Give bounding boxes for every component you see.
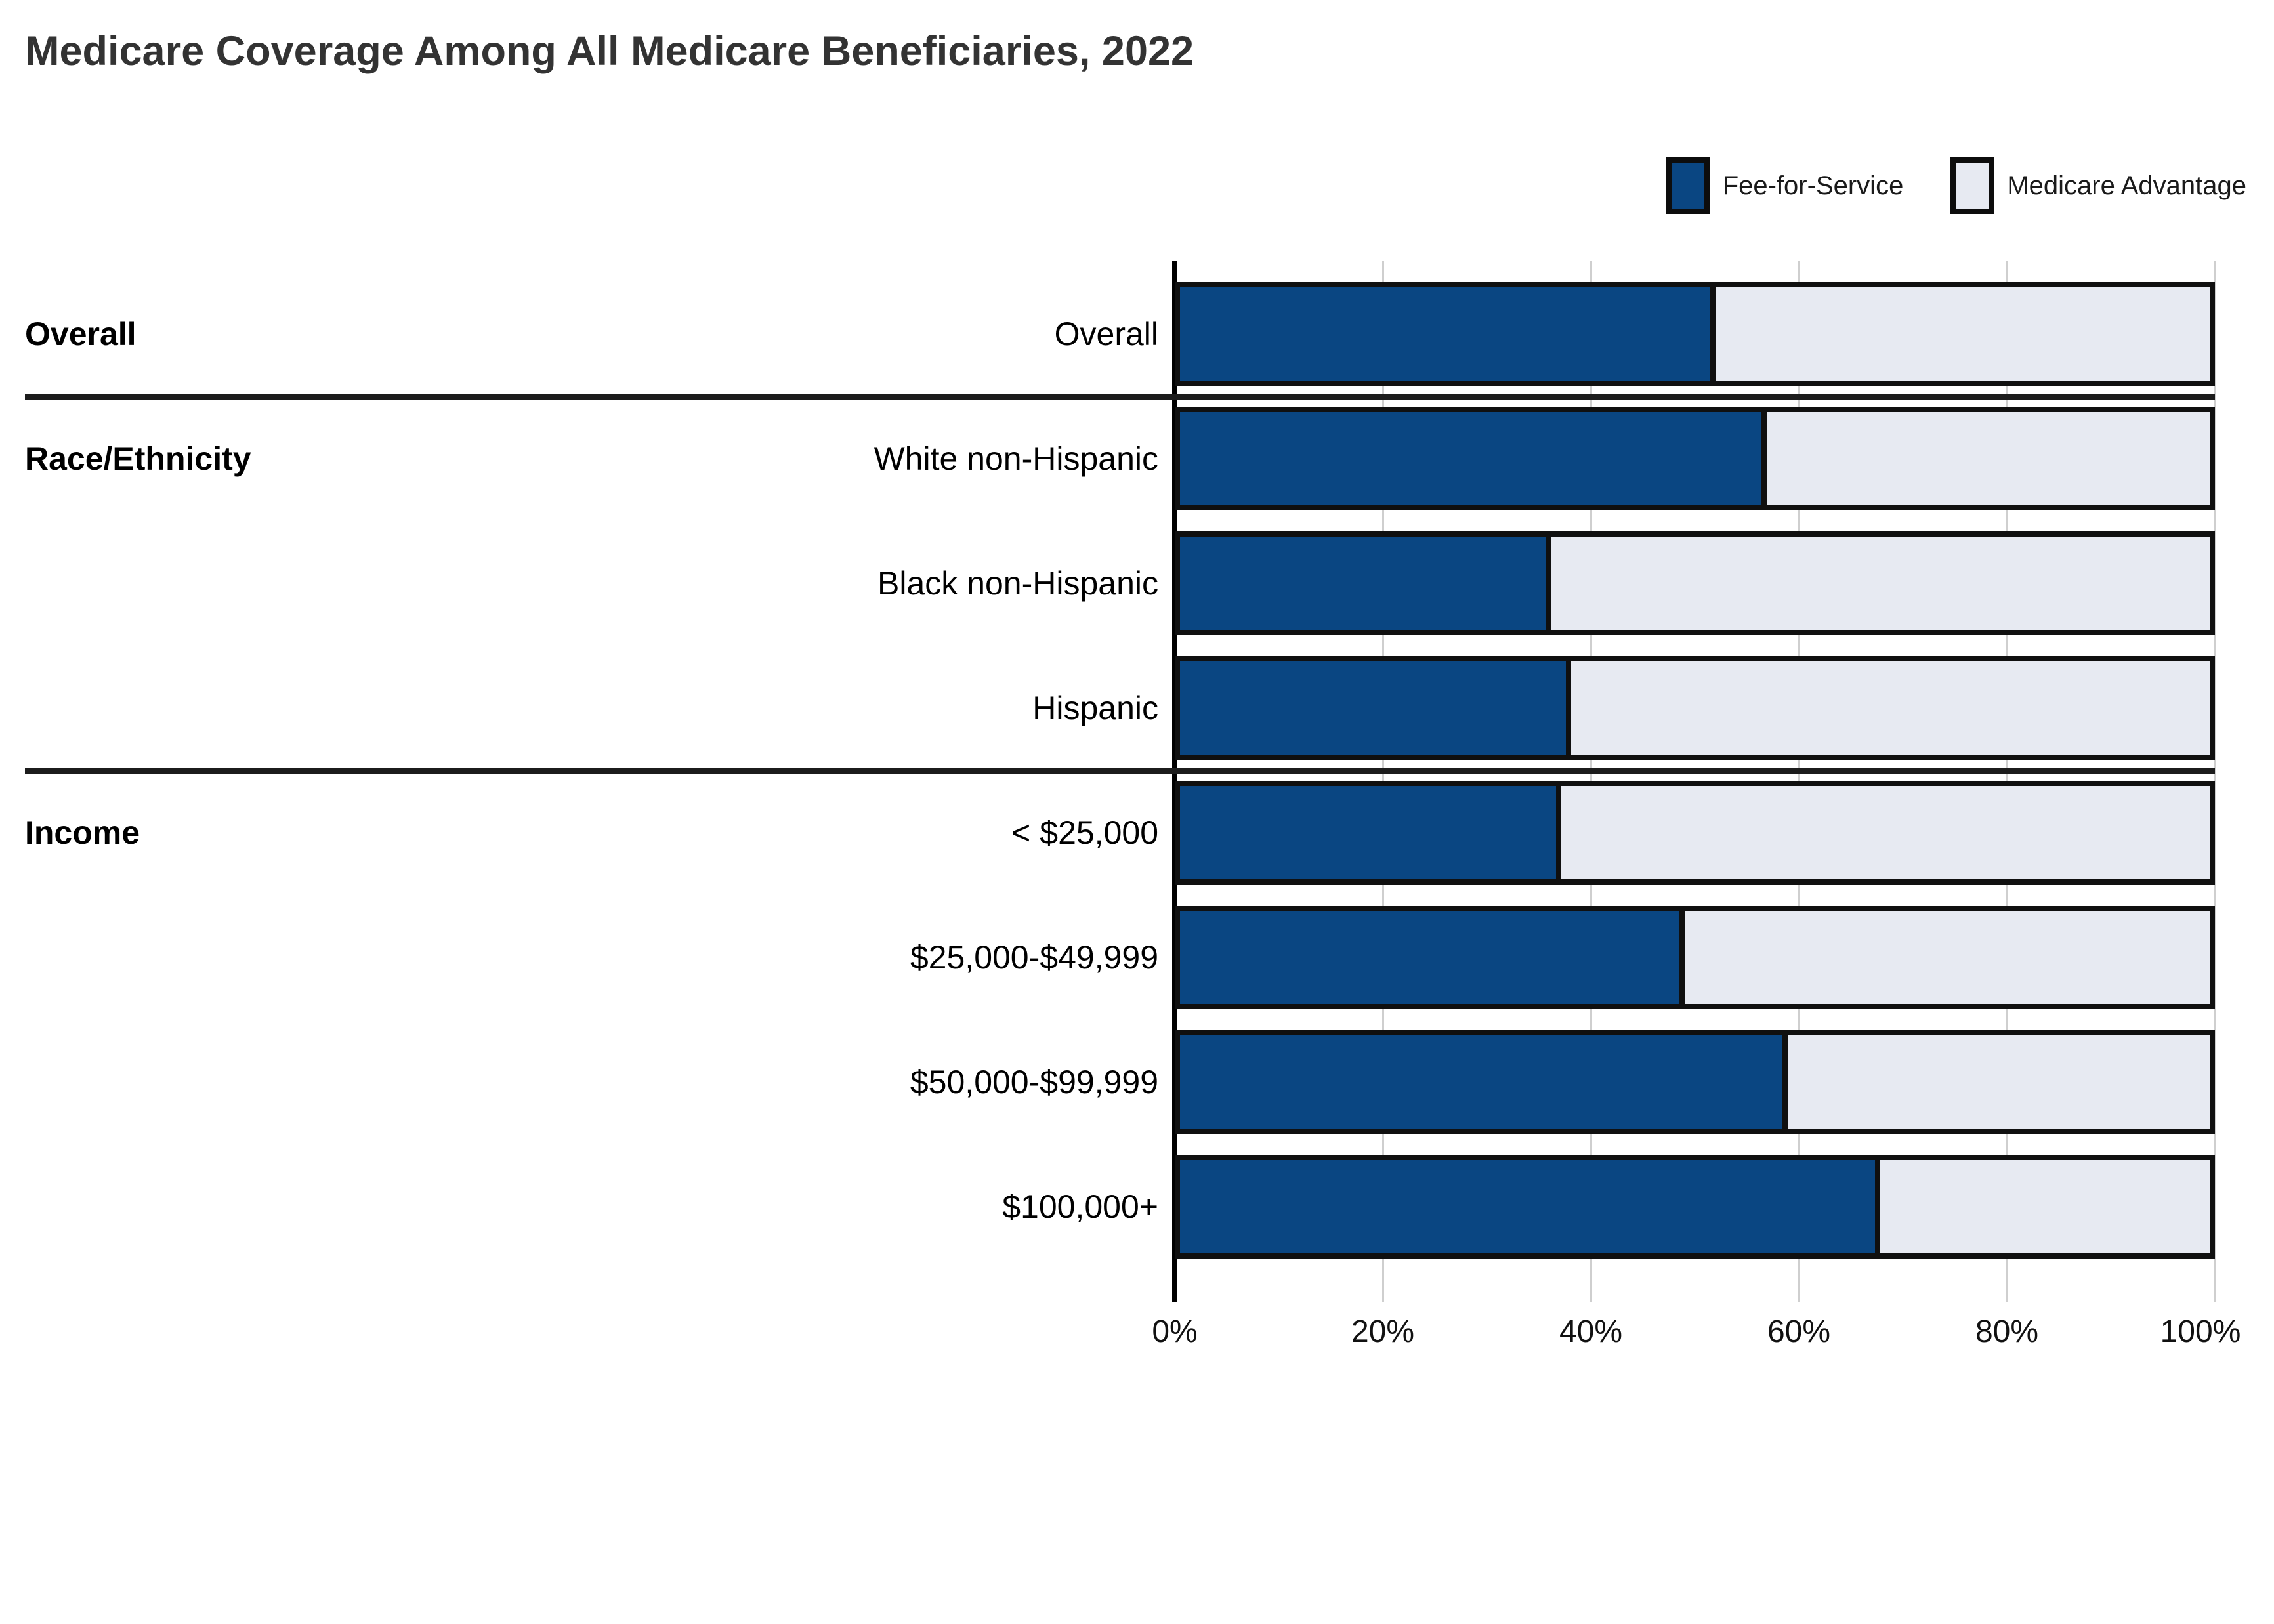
legend: Fee-for-Service Medicare Advantage (1666, 157, 2246, 214)
category-label: $50,000-$99,999 (910, 1064, 1158, 1100)
x-tick-label: 60% (1767, 1314, 1831, 1349)
section-label: Race/Ethnicity (25, 440, 251, 477)
x-tick-label: 20% (1351, 1314, 1415, 1349)
category-label: White non-Hispanic (874, 440, 1158, 477)
bar-row (1175, 1030, 2215, 1134)
legend-label: Medicare Advantage (2007, 171, 2246, 200)
x-tick-label: 100% (2160, 1314, 2241, 1349)
legend-item-medicare-advantage: Medicare Advantage (1950, 157, 2246, 214)
bar-segment-fee-for-service (1180, 537, 1551, 630)
chart-title: Medicare Coverage Among All Medicare Ben… (25, 28, 1194, 74)
bar-row (1175, 1155, 2215, 1259)
bar-row (1175, 906, 2215, 1009)
legend-label: Fee-for-Service (1722, 171, 1904, 200)
section-divider (25, 394, 2215, 400)
category-label: $25,000-$49,999 (910, 939, 1158, 976)
bar-row (1175, 531, 2215, 635)
bar-row (1175, 282, 2215, 386)
section-divider (25, 768, 2215, 774)
x-tick-label: 0% (1152, 1314, 1198, 1349)
section-label: Income (25, 814, 140, 851)
fee-for-service-swatch-icon (1666, 157, 1710, 214)
medicare-advantage-swatch-icon (1950, 157, 1994, 214)
bar-segment-fee-for-service (1180, 1035, 1788, 1129)
gridline (2214, 261, 2216, 1302)
bar-segment-fee-for-service (1180, 1160, 1880, 1253)
bar-segment-fee-for-service (1180, 661, 1572, 755)
category-label: Hispanic (1032, 690, 1158, 726)
bar-row (1175, 781, 2215, 885)
bar-segment-fee-for-service (1180, 786, 1561, 879)
category-label: < $25,000 (1011, 814, 1158, 851)
category-label: Overall (1054, 316, 1158, 352)
bar-row (1175, 656, 2215, 760)
section-label: Overall (25, 316, 137, 352)
x-tick-label: 40% (1559, 1314, 1623, 1349)
category-label: Black non-Hispanic (877, 565, 1158, 602)
bar-row (1175, 407, 2215, 510)
bar-segment-fee-for-service (1180, 412, 1767, 505)
bar-segment-fee-for-service (1180, 911, 1685, 1004)
bar-segment-fee-for-service (1180, 287, 1716, 381)
legend-item-fee-for-service: Fee-for-Service (1666, 157, 1904, 214)
category-label: $100,000+ (1002, 1188, 1158, 1225)
x-tick-label: 80% (1975, 1314, 2039, 1349)
